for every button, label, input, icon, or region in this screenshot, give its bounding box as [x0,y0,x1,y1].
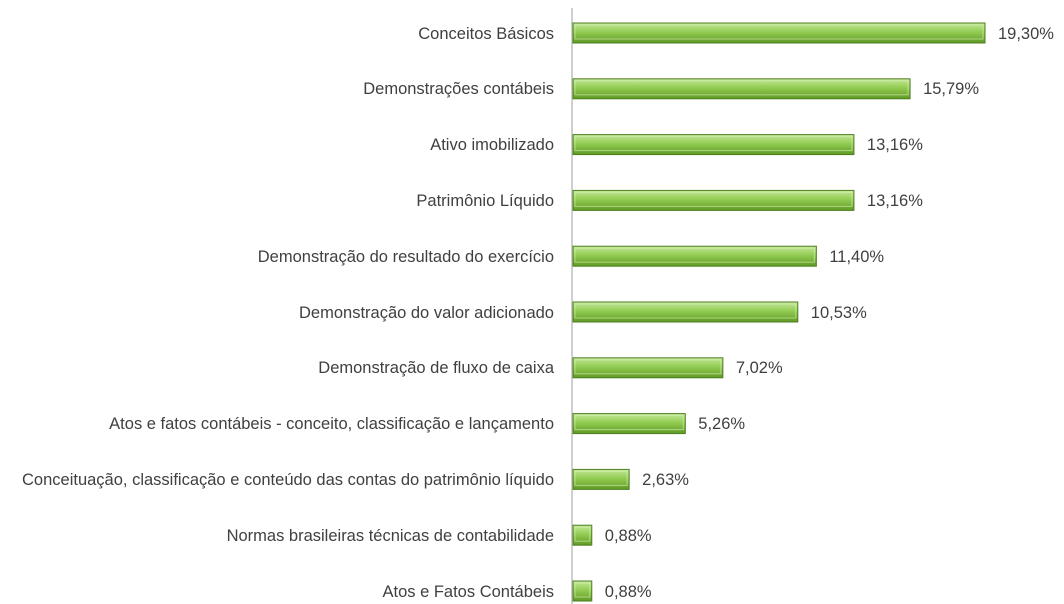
bar [572,524,593,546]
bar [572,413,686,435]
value-label: 7,02% [735,359,783,378]
bar [572,357,724,379]
category-label: Conceitos Básicos [418,24,554,43]
bar [572,468,630,490]
bar-bevel [574,136,853,152]
category-label: Atos e Fatos Contábeis [382,582,554,601]
category-label: Atos e fatos contábeis - conceito, class… [109,415,554,434]
bar [572,78,911,100]
bar [572,189,855,211]
category-label: Demonstração de fluxo de caixa [318,359,554,378]
value-label: 5,26% [698,415,746,434]
bar-bevel [574,80,909,96]
bar-bevel [574,415,684,431]
category-label: Normas brasileiras técnicas de contabili… [226,526,554,545]
value-label: 19,30% [998,24,1054,43]
category-label: Demonstração do resultado do exercício [257,247,554,266]
bar-bevel [574,470,628,486]
value-label: 11,40% [829,247,885,266]
bar-bevel [574,24,984,40]
value-label: 10,53% [810,303,867,322]
bar [572,22,986,44]
category-label: Demonstrações contábeis [363,80,554,99]
value-label: 15,79% [923,80,980,99]
bar [572,580,593,602]
bar-bevel [574,582,591,598]
value-label: 0,88% [604,582,652,601]
bar [572,245,817,267]
category-label: Conceituação, classificação e conteúdo d… [22,470,554,489]
category-label: Demonstração do valor adicionado [299,303,554,322]
bar-bevel [574,303,797,319]
value-label: 13,16% [866,136,923,155]
value-label: 2,63% [642,470,689,489]
category-label: Ativo imobilizado [430,136,554,155]
bar [572,301,799,323]
bar-bevel [574,526,591,542]
bar-bevel [574,359,722,375]
value-label: 13,16% [866,191,923,210]
bar-bevel [574,191,853,207]
bar-bevel [574,247,815,263]
bar [572,134,855,156]
category-label: Patrimônio Líquido [416,191,554,210]
value-label: 0,88% [604,526,652,545]
